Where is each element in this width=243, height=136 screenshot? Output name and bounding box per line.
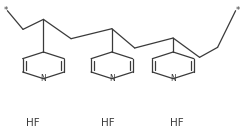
Text: *: * [3, 6, 8, 15]
Text: HF: HF [102, 118, 115, 128]
Text: N: N [109, 74, 115, 83]
Text: HF: HF [26, 118, 39, 128]
Text: N: N [41, 74, 46, 83]
Text: HF: HF [170, 118, 183, 128]
Text: *: * [235, 6, 240, 15]
Text: N: N [170, 74, 176, 83]
